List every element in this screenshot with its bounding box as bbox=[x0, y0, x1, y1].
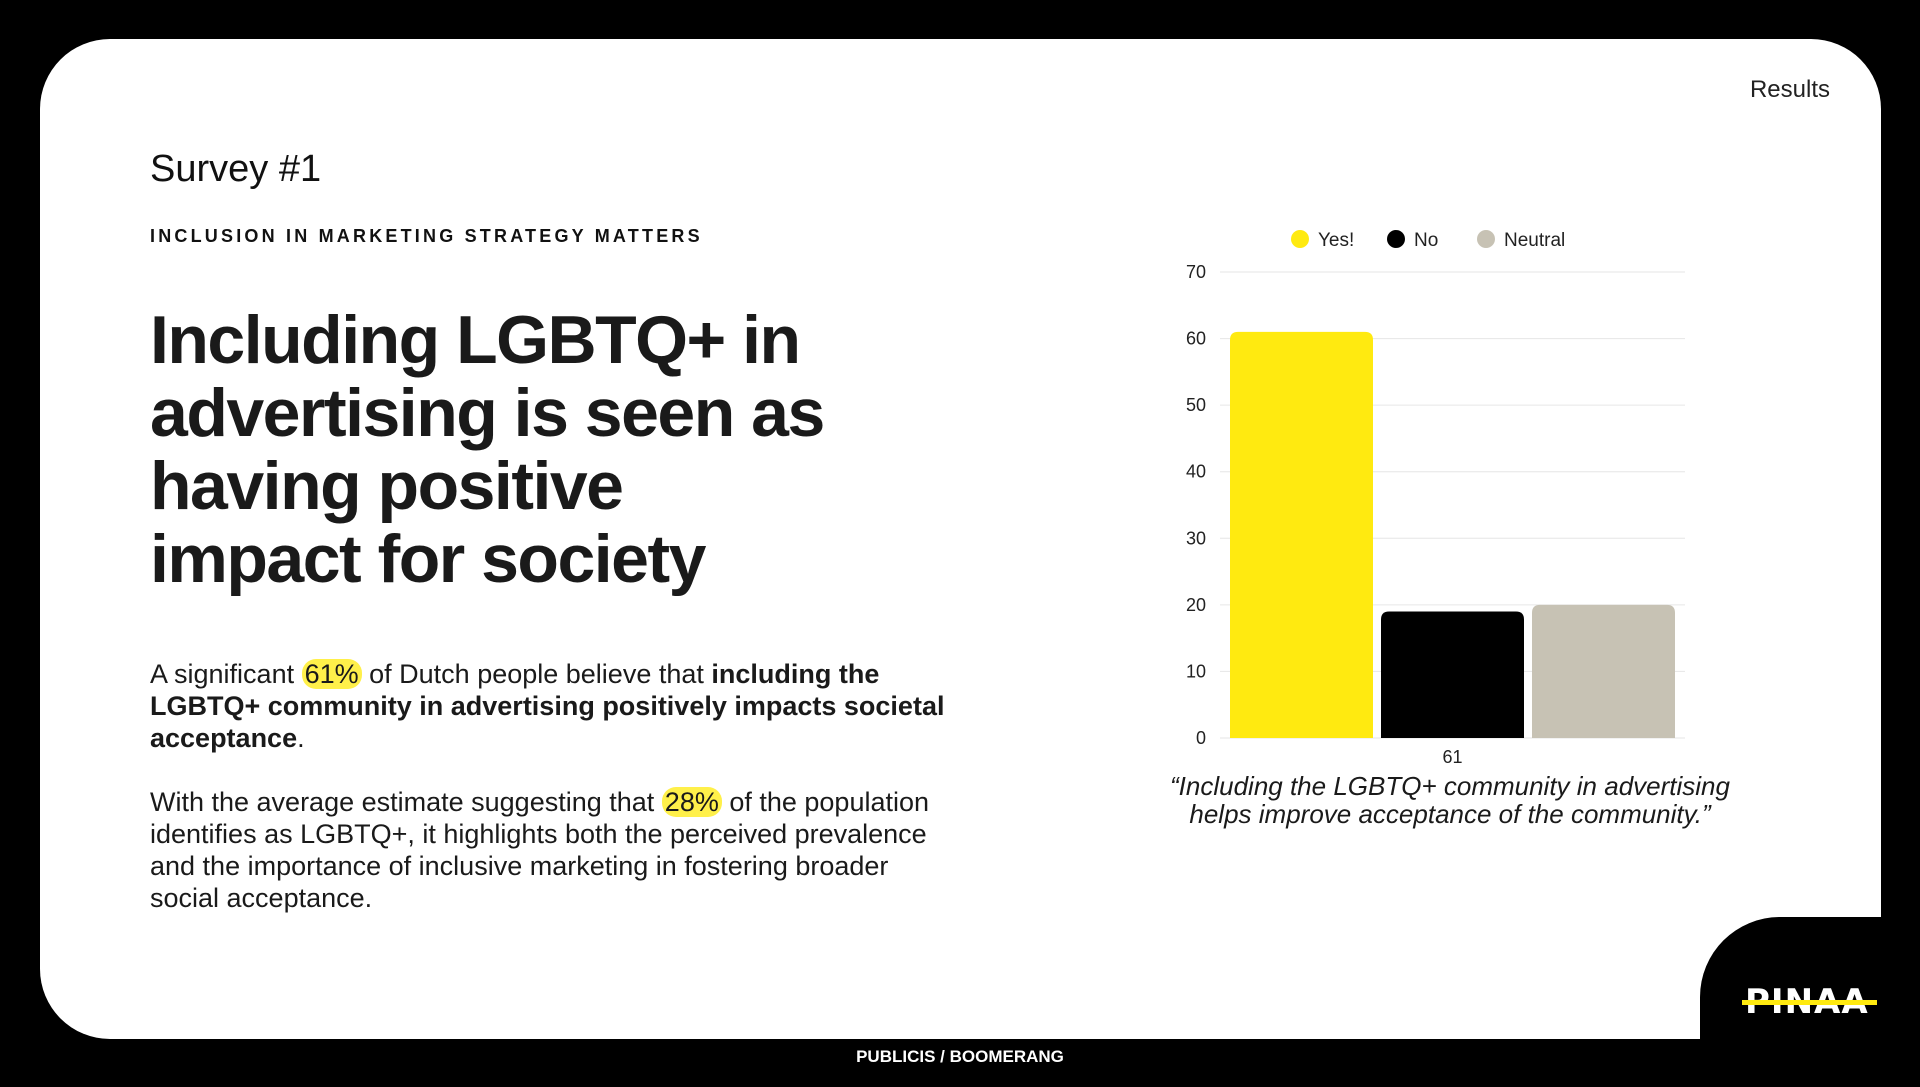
legend-label: No bbox=[1414, 230, 1438, 251]
x-tick-label: 61 bbox=[1442, 747, 1462, 767]
y-tick-label: 0 bbox=[1196, 728, 1206, 748]
chart-legend: Yes! No Neutral bbox=[1291, 230, 1565, 251]
text: of the population identifies as LGBTQ+, … bbox=[150, 787, 930, 913]
bold-text: including the LGBTQ+ community in advert… bbox=[150, 659, 945, 753]
highlight-stat: 28% bbox=[661, 787, 722, 817]
survey-title: Survey #1 bbox=[150, 148, 322, 190]
headline-line: having positive bbox=[150, 448, 624, 524]
headline-line: impact for society bbox=[150, 521, 706, 597]
bar-no bbox=[1381, 611, 1524, 738]
bar-yes bbox=[1230, 331, 1373, 738]
body-paragraph-2: With the average estimate suggesting tha… bbox=[150, 786, 950, 914]
y-tick-label: 40 bbox=[1186, 462, 1206, 482]
y-tick-label: 20 bbox=[1186, 595, 1206, 615]
section-label: Results bbox=[1749, 76, 1830, 103]
text: of Dutch people believe that bbox=[361, 659, 712, 689]
headline-line: Including LGBTQ+ in bbox=[150, 302, 801, 378]
legend-swatch bbox=[1477, 230, 1495, 248]
y-tick-label: 60 bbox=[1186, 329, 1206, 349]
bar-neutral bbox=[1532, 604, 1675, 738]
y-tick-label: 10 bbox=[1186, 661, 1206, 681]
headline: Including LGBTQ+ in advertising is seen … bbox=[150, 304, 930, 596]
chart-bars bbox=[1230, 331, 1675, 738]
y-tick-label: 50 bbox=[1186, 395, 1206, 415]
legend-swatch bbox=[1291, 230, 1309, 248]
y-tick-label: 70 bbox=[1186, 262, 1206, 282]
legend-label: Yes! bbox=[1318, 230, 1354, 251]
kicker-heading: INCLUSION IN MARKETING STRATEGY MATTERS bbox=[150, 226, 703, 246]
y-tick-label: 30 bbox=[1186, 528, 1206, 548]
highlight-stat: 61% bbox=[301, 659, 362, 689]
logo-underline bbox=[1742, 1000, 1877, 1005]
legend-label: Neutral bbox=[1504, 230, 1565, 251]
legend-swatch bbox=[1387, 230, 1405, 248]
y-axis: 0 10 20 30 40 50 60 70 bbox=[1186, 262, 1206, 748]
text: With the average estimate suggesting tha… bbox=[150, 787, 662, 817]
text: . bbox=[297, 723, 305, 753]
pinaa-logo: PINAA bbox=[1742, 982, 1877, 1022]
chart-caption: “Including the LGBTQ+ community in adver… bbox=[1170, 771, 1730, 829]
text: A significant bbox=[150, 659, 302, 689]
slide-card bbox=[40, 39, 1881, 1039]
footer-brand: PUBLICIS / BOOMERANG bbox=[856, 1047, 1064, 1066]
survey-bar-chart: Yes! No Neutral 0 10 20 30 40 50 60 70 61 bbox=[1186, 230, 1685, 767]
headline-line: advertising is seen as bbox=[150, 375, 825, 451]
x-axis: 61 bbox=[1442, 747, 1462, 767]
body-paragraph-1: A significant 61% of Dutch people believ… bbox=[150, 658, 950, 754]
